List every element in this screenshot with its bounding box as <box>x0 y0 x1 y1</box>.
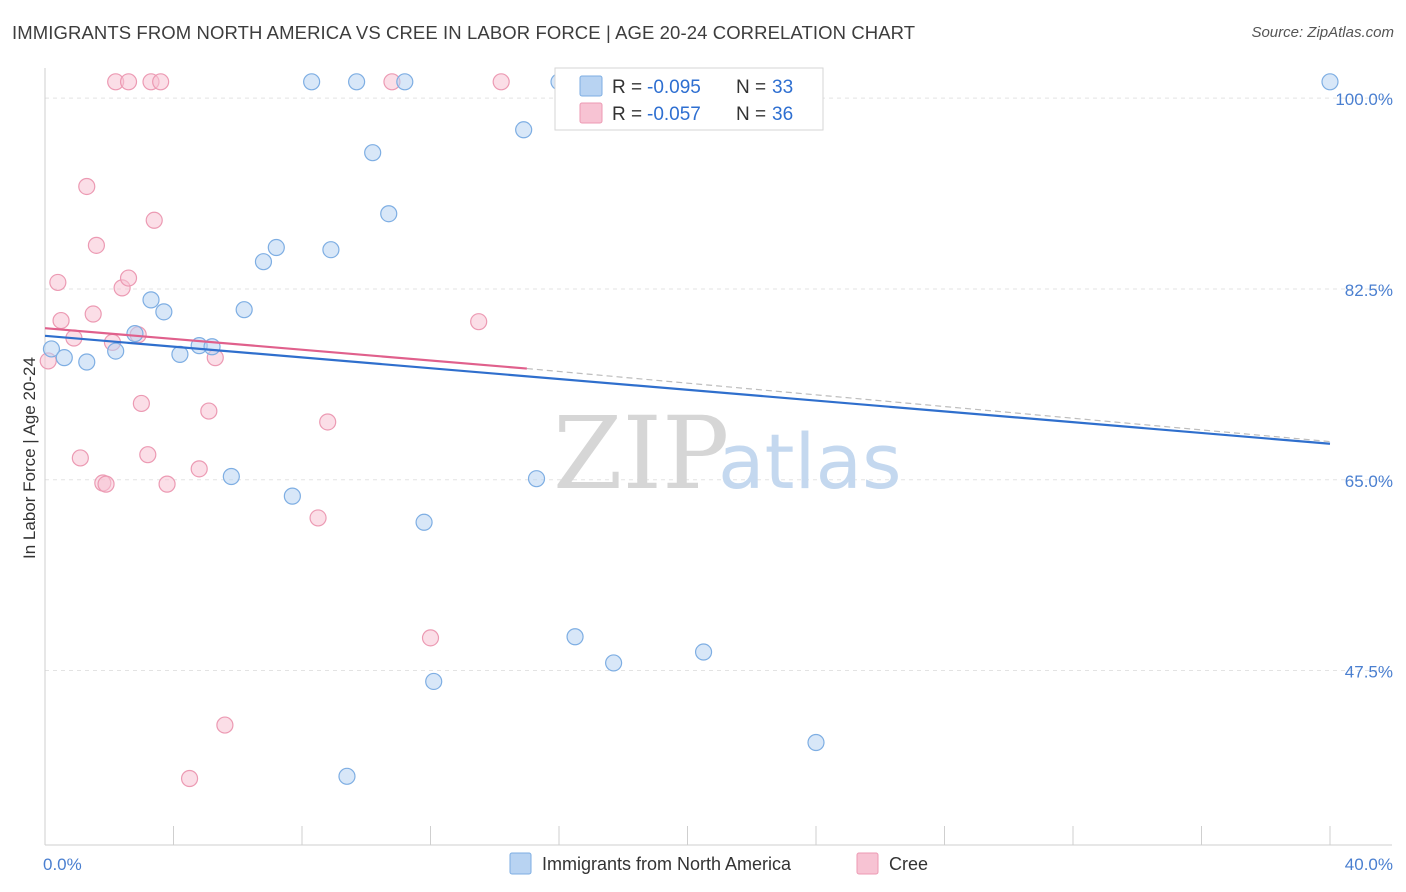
data-point <box>119 73 138 91</box>
data-point <box>254 253 273 271</box>
data-point <box>694 643 713 661</box>
series-label-cree: Cree <box>889 854 928 874</box>
legend-n-label-1: N = <box>736 77 766 98</box>
data-point <box>139 446 157 464</box>
data-point <box>380 205 398 223</box>
data-point <box>97 475 115 493</box>
legend-swatch-pink <box>579 102 603 124</box>
axes <box>44 68 1392 846</box>
data-point <box>421 629 440 647</box>
data-point <box>309 509 327 527</box>
data-point <box>49 273 67 292</box>
data-point <box>396 73 414 91</box>
trend-lines <box>44 327 1331 445</box>
trend-line-immigrants <box>44 334 1331 445</box>
series-label-immigrants: Immigrants from North America <box>542 854 792 874</box>
x-tick-labels: 0.0% 40.0% <box>43 855 1393 874</box>
data-point <box>78 353 96 371</box>
data-point <box>807 733 825 752</box>
data-point <box>55 349 73 367</box>
watermark: ZIP atlas <box>553 395 902 512</box>
data-point <box>515 121 533 139</box>
series-swatch-cree <box>856 852 879 875</box>
y-tick-label: 47.5% <box>1345 663 1393 682</box>
data-point <box>171 345 189 363</box>
x-tick-label: 0.0% <box>43 855 82 874</box>
data-point <box>303 73 321 91</box>
data-point <box>415 513 433 531</box>
data-point <box>78 177 96 196</box>
data-point <box>158 475 176 493</box>
data-point <box>222 467 240 486</box>
data-point <box>267 238 285 257</box>
trend-line-cree <box>44 327 527 370</box>
data-point <box>84 305 102 323</box>
data-point <box>1321 73 1339 91</box>
series-legend: Immigrants from North America Cree <box>509 852 928 875</box>
data-point <box>200 402 218 420</box>
grid-lines <box>45 97 1392 672</box>
data-point <box>470 313 488 331</box>
data-point <box>492 73 510 91</box>
y-axis-label: In Labor Force | Age 20-24 <box>20 357 39 559</box>
data-point <box>152 73 170 91</box>
data-point <box>107 342 125 360</box>
watermark-atlas: atlas <box>718 417 902 506</box>
data-point <box>190 460 208 478</box>
legend-r-value-1: -0.095 <box>647 77 701 98</box>
y-tick-labels: 100.0% 82.5% 65.0% 47.5% <box>1335 90 1393 681</box>
data-point <box>132 394 150 413</box>
source-label: Source: ZipAtlas.com <box>1251 24 1394 41</box>
data-point <box>71 449 89 467</box>
data-point <box>145 211 163 229</box>
data-point <box>180 769 199 788</box>
data-point <box>322 241 340 259</box>
series-swatch-immigrants <box>509 852 532 875</box>
data-point <box>605 654 623 672</box>
data-point <box>348 73 366 91</box>
legend-n-label-2: N = <box>736 104 766 125</box>
data-point <box>216 716 234 734</box>
data-point <box>319 413 337 431</box>
y-tick-label: 82.5% <box>1345 281 1393 300</box>
data-point <box>527 470 546 488</box>
y-tick-label: 65.0% <box>1345 472 1393 491</box>
data-point <box>87 236 106 254</box>
data-point <box>52 311 70 330</box>
data-point <box>142 291 160 309</box>
legend-n-value-1: 33 <box>772 77 793 98</box>
legend-r-label-1: R = <box>612 77 642 98</box>
data-point <box>235 301 253 319</box>
data-point <box>364 144 382 162</box>
data-point <box>119 269 138 287</box>
chart-title: IMMIGRANTS FROM NORTH AMERICA VS CREE IN… <box>12 22 916 43</box>
data-point <box>338 767 356 785</box>
data-point <box>566 628 584 646</box>
data-point <box>283 487 301 505</box>
correlation-legend: R = -0.095 N = 33 R = -0.057 N = 36 <box>554 67 824 131</box>
trend-dashed-extension <box>526 367 1331 443</box>
legend-swatch-blue <box>579 75 603 97</box>
y-tick-label: 100.0% <box>1335 90 1393 109</box>
data-point <box>42 340 61 358</box>
legend-n-value-2: 36 <box>772 104 793 125</box>
data-point <box>126 325 144 343</box>
data-point <box>155 303 173 321</box>
x-tick-label: 40.0% <box>1345 855 1393 874</box>
legend-r-value-2: -0.057 <box>647 104 701 125</box>
watermark-zip: ZIP <box>553 395 729 512</box>
data-point <box>425 672 443 691</box>
legend-r-label-2: R = <box>612 104 642 125</box>
